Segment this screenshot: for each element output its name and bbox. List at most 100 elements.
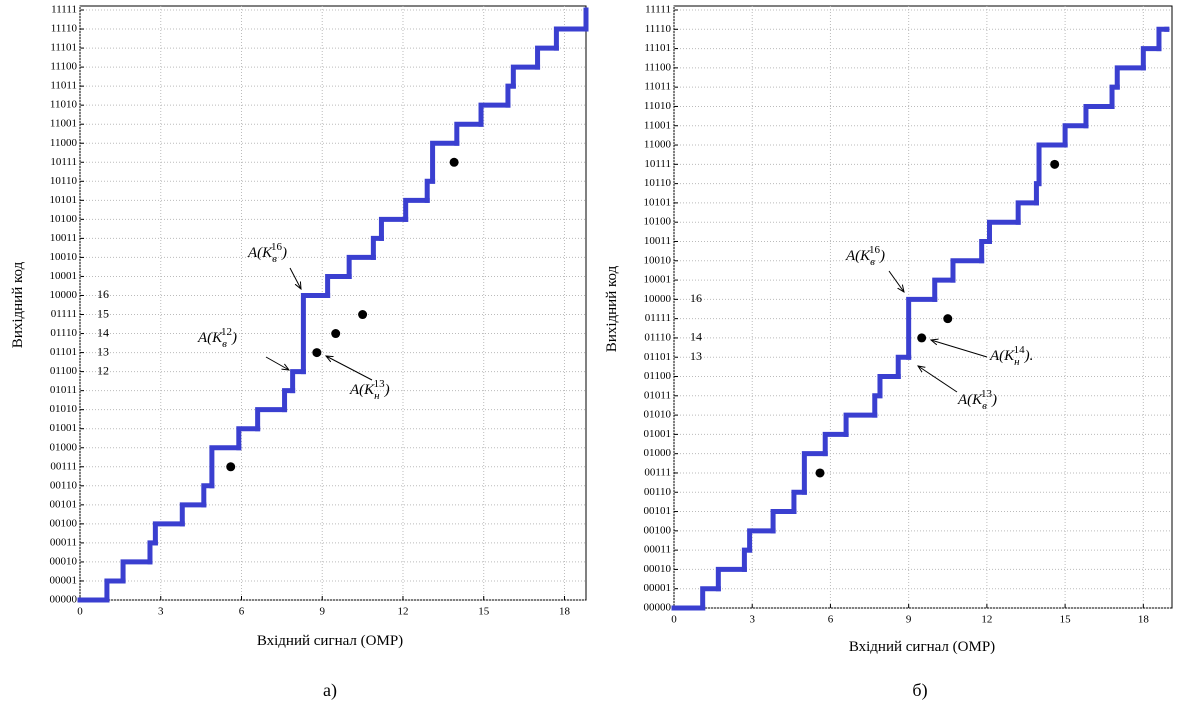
y-tick-label: 11110 [51,23,78,35]
annotation: A(Kв13) [957,388,997,412]
x-axis-label: Вхідний сигнал (ОМР) [849,639,995,655]
step [430,140,460,184]
annotation-base: A(K [989,348,1015,364]
step [378,216,409,241]
y-tick-label: 00011 [644,544,671,556]
y-tick-label: 01001 [50,422,78,434]
point [1050,159,1060,169]
level-label: 15 [97,306,109,320]
step [179,502,207,527]
step [104,578,126,603]
step [801,451,828,495]
caption: б) [912,680,927,701]
annotation-arrow [888,270,904,292]
annotation-sup: 13 [374,378,386,390]
y-tick-label: 00101 [50,498,78,510]
step [255,407,288,432]
annotation-tail: ) [991,392,997,408]
y-tick-label: 11011 [50,80,77,92]
step [403,197,430,222]
annotation-sup: 14 [1014,344,1026,356]
y-tick-label: 11010 [50,99,78,111]
annotation-sub: н [1014,356,1020,368]
annotation-arrow [326,356,373,381]
annotation-base: A(K [247,245,273,261]
annotation-base: A(K [845,248,871,264]
x-tick-label: 12 [981,614,992,626]
y-tick-label: 11100 [644,61,671,73]
step [791,489,807,515]
y-tick-label: 00111 [644,466,671,478]
y-tick-label: 10000 [644,293,672,305]
annotation-tail: ) [281,245,287,261]
y-tick-label: 10001 [50,270,78,282]
y-tick-label: 10101 [50,194,78,206]
y-tick-label: 00011 [50,536,77,548]
y-tick-label: 11110 [645,23,672,35]
y-tick-label: 00001 [644,582,672,594]
x-tick-label: 0 [77,606,83,618]
annotation-sub: в [272,253,277,265]
step [553,26,589,51]
step [535,45,559,70]
y-tick-label: 00110 [50,479,78,491]
y-tick-label: 00010 [50,555,78,567]
step [747,528,776,553]
level-label: 14 [690,330,702,344]
y-tick-label: 10010 [50,251,78,263]
y-tick-label: 01000 [50,441,78,453]
y-tick-label: 00010 [644,563,672,575]
step [906,296,938,360]
y-tick-label: 01100 [50,365,78,377]
y-tick-label: 01011 [644,389,671,401]
y-tick-label: 01101 [644,351,671,363]
annotation-base: A(K [957,392,983,408]
y-tick-label: 11010 [644,100,672,112]
y-tick-label: 00111 [50,460,77,472]
level-label: 16 [97,287,109,301]
step [877,374,901,399]
step [478,102,511,127]
x-tick-label: 6 [828,614,834,626]
point [449,157,459,167]
y-tick-label: 00100 [644,524,672,536]
point [943,314,953,324]
y-tick-label: 01001 [644,428,672,440]
y-tick-label: 00000 [50,594,78,606]
annotation-tail: ). [1024,348,1034,364]
y-tick-label: 00000 [644,602,672,614]
step [950,258,985,283]
annotation: A(Kв16) [845,244,885,268]
step [510,64,541,89]
y-tick-label: 11101 [50,42,77,54]
annotation-sup: 16 [271,241,283,253]
plot-frame [673,5,1173,609]
x-tick-label: 3 [749,614,755,626]
y-tick-label: 10000 [50,289,78,301]
x-tick-label: 15 [1060,614,1072,626]
annotation-base: A(K [349,382,375,398]
y-tick-label: 00101 [644,505,672,517]
x-tick-label: 15 [478,606,490,618]
y-tick-label: 01110 [50,327,77,339]
level-label: 12 [97,363,109,377]
level-label: 16 [690,291,702,305]
step [822,431,849,457]
y-tick-label: 11100 [50,61,77,73]
step [1036,142,1068,187]
y-tick-label: 11001 [50,118,77,130]
annotation-arrow [289,267,301,289]
step [1062,123,1089,148]
y-tick-label: 10010 [644,254,672,266]
y-tick-label: 00001 [50,574,78,586]
y-tick-label: 00110 [644,486,672,498]
point [312,348,322,358]
step [895,354,912,380]
step [201,483,215,508]
step [346,254,376,279]
y-tick-label: 01000 [644,447,672,459]
step [1083,103,1115,129]
step [325,273,352,298]
x-tick-label: 9 [906,614,912,626]
step [979,238,992,264]
